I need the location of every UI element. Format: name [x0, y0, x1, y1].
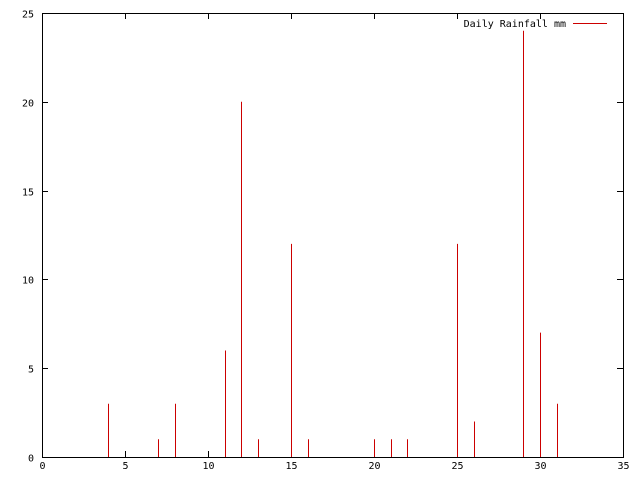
y-tick-label: 25 [22, 10, 34, 21]
y-tick-label: 15 [22, 188, 34, 199]
x-tick-label: 25 [451, 461, 463, 472]
x-tick-label: 20 [368, 461, 380, 472]
x-tick-label: 35 [617, 461, 629, 472]
plot-frame [42, 13, 624, 458]
y-tick-label: 20 [22, 99, 34, 110]
x-tick-label: 0 [39, 461, 45, 472]
x-tick-label: 5 [122, 461, 128, 472]
y-axis-ticks: 0 5 10 15 20 25 [22, 10, 623, 465]
x-tick-label: 10 [202, 461, 214, 472]
x-tick-label: 30 [534, 461, 546, 472]
y-tick-label: 10 [22, 276, 34, 287]
x-tick-label: 15 [285, 461, 297, 472]
legend: Daily Rainfall mm [464, 19, 607, 30]
legend-label: Daily Rainfall mm [464, 19, 566, 30]
rainfall-bars [108, 30, 558, 457]
x-axis-ticks: 0 5 10 15 20 25 30 35 [39, 13, 630, 472]
y-tick-label: 5 [28, 365, 34, 376]
y-tick-label: 0 [28, 454, 34, 465]
